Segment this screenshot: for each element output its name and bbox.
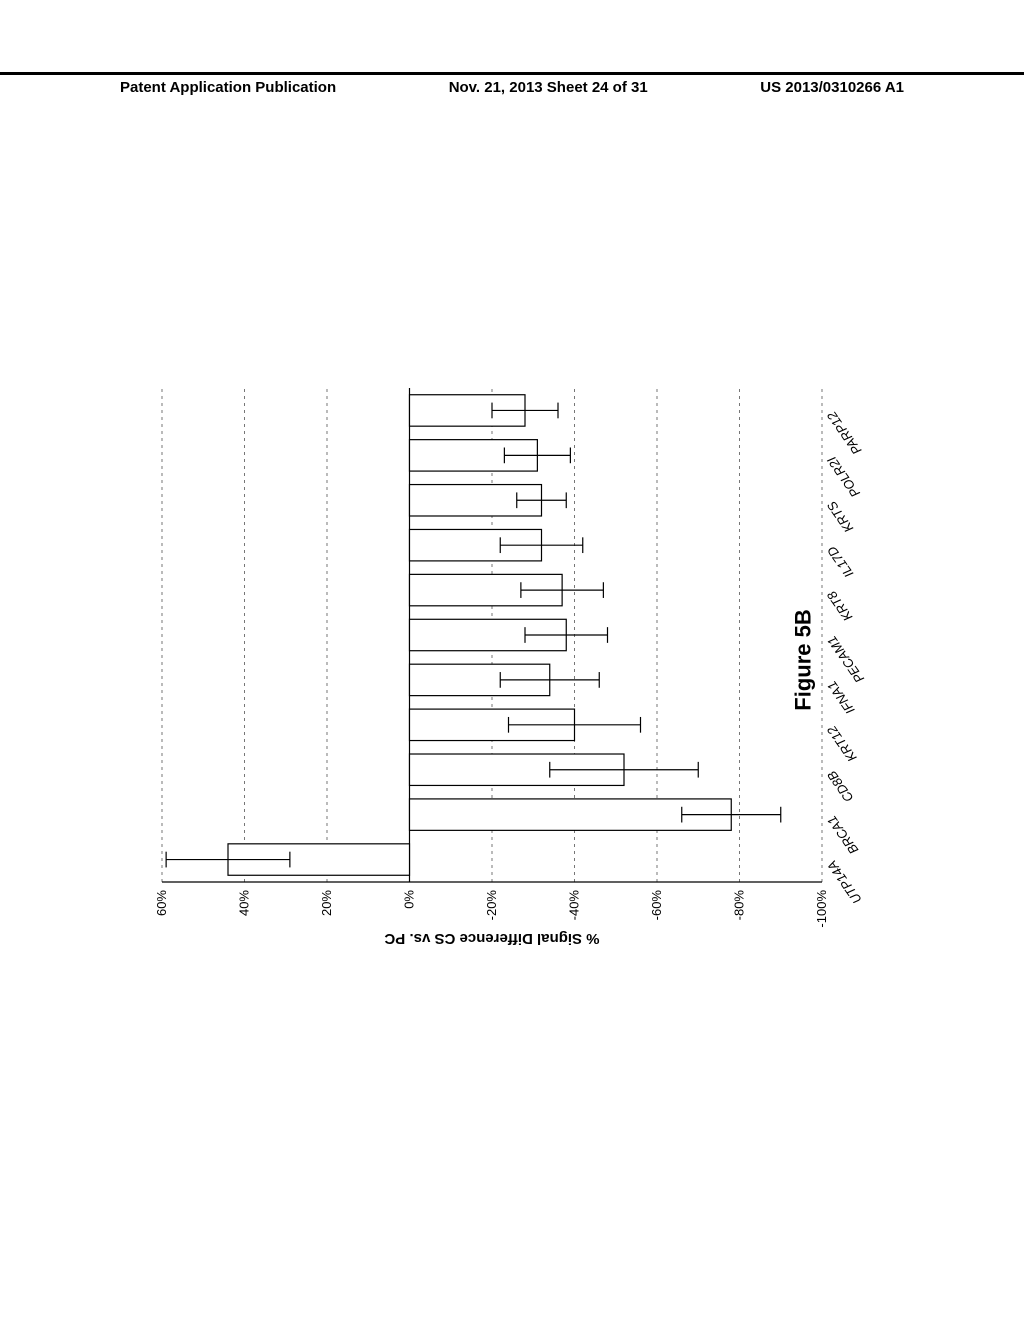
svg-text:20%: 20% xyxy=(319,890,334,916)
svg-text:40%: 40% xyxy=(237,890,252,916)
header-right: US 2013/0310266 A1 xyxy=(760,79,1024,96)
svg-text:CD8B: CD8B xyxy=(824,768,856,805)
svg-text:UTP14A: UTP14A xyxy=(824,858,864,907)
svg-text:-100%: -100% xyxy=(814,890,829,928)
svg-text:KRT8: KRT8 xyxy=(824,588,856,624)
svg-text:BRCA1: BRCA1 xyxy=(824,813,861,857)
svg-text:-40%: -40% xyxy=(567,890,582,921)
svg-text:% Signal Difference CS vs. PC: % Signal Difference CS vs. PC xyxy=(384,930,599,947)
patent-header: Patent Application Publication Nov. 21, … xyxy=(0,72,1024,96)
bar-chart-container: -100% -80% -60% -40% -20% 0% 20% 40% 60% UTP14ABR… xyxy=(132,368,892,952)
header-center: Nov. 21, 2013 Sheet 24 of 31 xyxy=(336,79,760,96)
svg-text:-80%: -80% xyxy=(732,890,747,921)
svg-text:POLR2I: POLR2I xyxy=(824,453,863,500)
svg-text:-60%: -60% xyxy=(649,890,664,921)
svg-text:0%: 0% xyxy=(402,890,417,909)
svg-text:KRT12: KRT12 xyxy=(824,722,860,764)
figure-label: Figure 5B xyxy=(790,609,816,710)
header-left: Patent Application Publication xyxy=(0,79,336,96)
svg-text:-20%: -20% xyxy=(484,890,499,921)
bar-chart: -100% -80% -60% -40% -20% 0% 20% 40% 60% UTP14ABR… xyxy=(132,368,892,952)
svg-text:PARP12: PARP12 xyxy=(824,408,865,457)
svg-text:PECAM1: PECAM1 xyxy=(824,633,867,685)
svg-text:IL17D: IL17D xyxy=(824,543,856,580)
svg-text:60%: 60% xyxy=(154,890,169,916)
svg-text:KRTS: KRTS xyxy=(824,498,856,535)
